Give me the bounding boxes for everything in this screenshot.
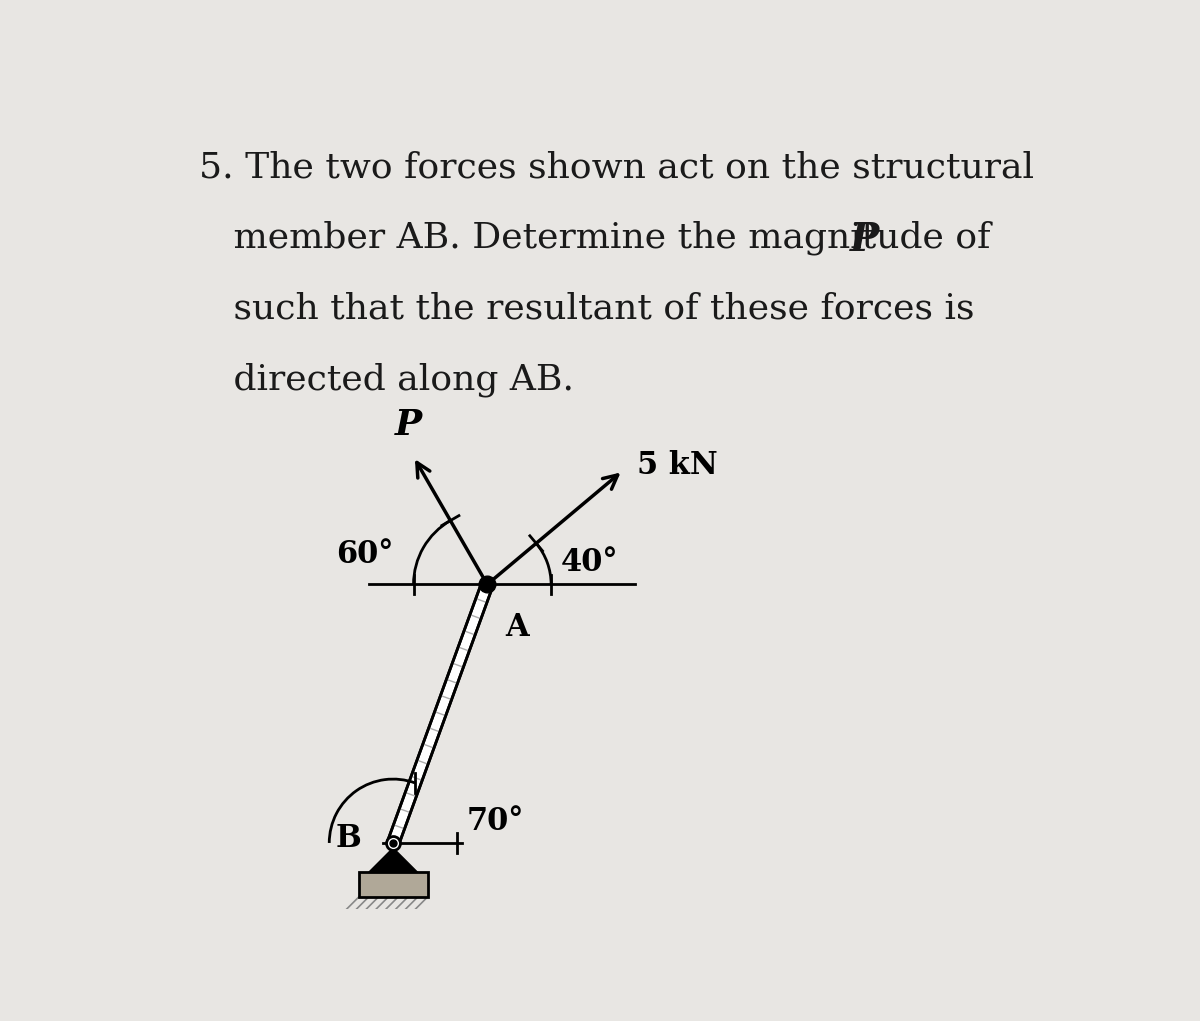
Text: 70°: 70° <box>467 806 524 837</box>
Text: 40°: 40° <box>560 547 618 578</box>
Bar <box>359 872 427 897</box>
Polygon shape <box>388 582 493 845</box>
Text: such that the resultant of these forces is: such that the resultant of these forces … <box>199 292 974 326</box>
Text: member AB. Determine the magnitude of: member AB. Determine the magnitude of <box>199 221 1002 255</box>
Text: P: P <box>395 408 422 442</box>
Text: 60°: 60° <box>336 539 394 571</box>
Text: P: P <box>851 221 880 258</box>
Text: directed along AB.: directed along AB. <box>199 362 575 397</box>
Polygon shape <box>368 847 418 872</box>
Text: A: A <box>505 612 528 643</box>
Text: 5 kN: 5 kN <box>637 450 719 481</box>
Text: 5. The two forces shown act on the structural: 5. The two forces shown act on the struc… <box>199 150 1034 184</box>
Text: B: B <box>336 823 361 854</box>
